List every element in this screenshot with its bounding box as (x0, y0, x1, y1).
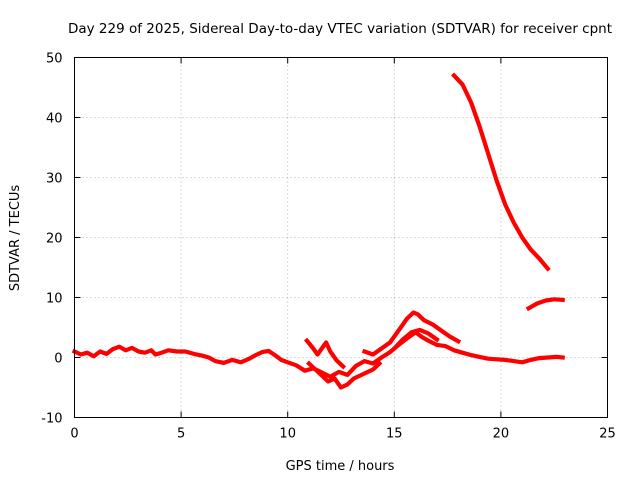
series-upper-stub (525, 297, 565, 312)
series-left-wiggle (303, 337, 347, 370)
x-tick-label: 20 (493, 427, 510, 442)
x-tick-label: 5 (177, 427, 185, 442)
grid (74, 57, 608, 418)
axes: 0 5 10 15 20 25 -10 0 10 20 30 40 50 (41, 52, 616, 442)
series-bump-track (361, 310, 462, 357)
y-tick-label: 20 (46, 232, 63, 247)
x-tick-label: 25 (599, 427, 616, 442)
y-tick-label: 40 (46, 112, 63, 127)
series-second-bump (391, 327, 440, 352)
x-tick-label: 10 (279, 427, 296, 442)
y-tick-label: 50 (46, 52, 63, 67)
y-axis-label: SDTVAR / TECUs (8, 185, 23, 292)
plot-area (71, 72, 565, 390)
y-tick-label: 0 (54, 352, 62, 367)
x-tick-label: 0 (70, 427, 78, 442)
x-axis-label: GPS time / hours (286, 459, 395, 474)
y-tick-label: -10 (41, 412, 62, 427)
x-tick-label: 15 (386, 427, 403, 442)
series-main-track (71, 330, 565, 379)
y-tick-label: 30 (46, 172, 63, 187)
y-tick-label: 10 (46, 292, 63, 307)
chart-title: Day 229 of 2025, Sidereal Day-to-day VTE… (68, 21, 612, 37)
series-steep-arc (451, 72, 551, 272)
series-dip-track (306, 360, 383, 390)
